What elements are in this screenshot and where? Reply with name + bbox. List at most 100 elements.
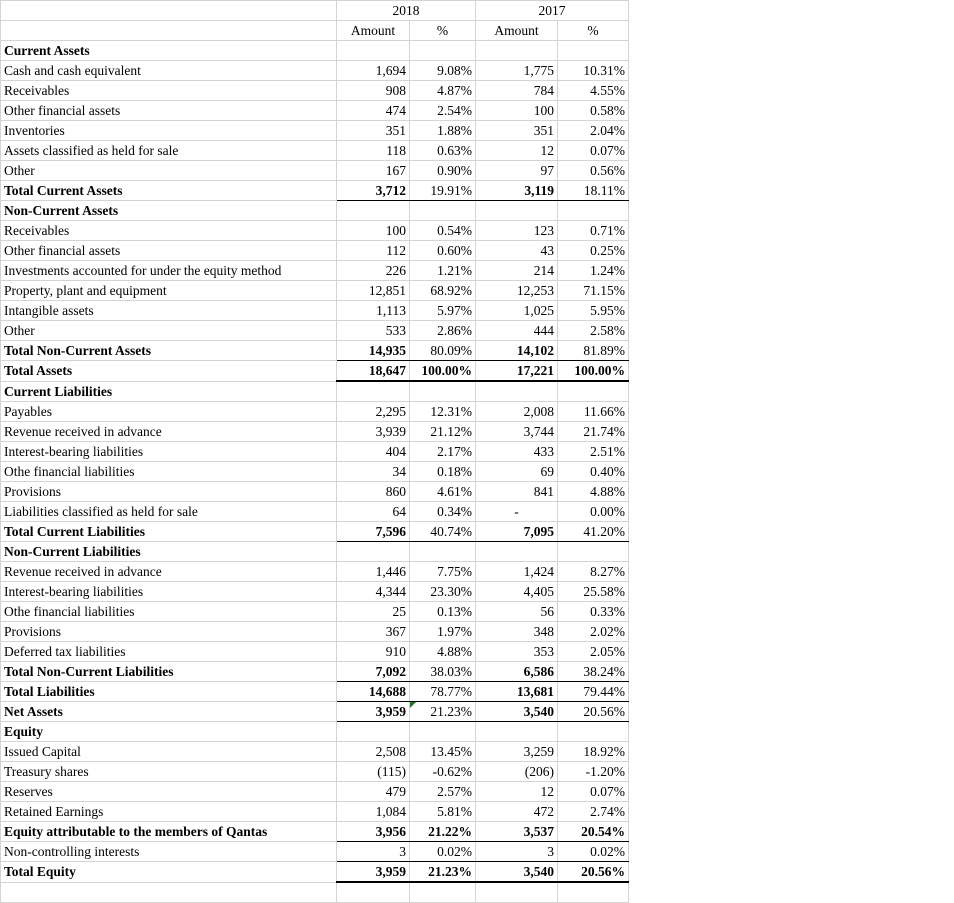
amount-2018[interactable]: 351 (336, 120, 410, 141)
pct-2017[interactable]: 25.58% (557, 581, 629, 602)
cell-blank[interactable] (336, 541, 410, 562)
pct-2017[interactable]: 0.58% (557, 100, 629, 121)
cell-blank[interactable] (409, 721, 476, 742)
amount-2018[interactable]: 226 (336, 260, 410, 281)
cell-blank[interactable] (336, 380, 410, 402)
pct-2018[interactable]: 5.97% (409, 300, 476, 321)
total-amount-2017[interactable]: 14,102 (475, 340, 558, 361)
section-title-non-current-liabilities[interactable]: Non-Current Liabilities (0, 541, 337, 562)
total-amount-2017[interactable]: 13,681 (475, 681, 558, 702)
amount-2018[interactable]: 479 (336, 781, 410, 802)
amount-2017[interactable]: 1,424 (475, 561, 558, 582)
pct-2018[interactable]: 13.45% (409, 741, 476, 762)
total-amount-2018[interactable]: 3,956 (336, 821, 410, 842)
total-amount-2017[interactable]: 7,095 (475, 521, 558, 542)
amount-2018[interactable]: 118 (336, 140, 410, 161)
amount-2018[interactable]: 25 (336, 601, 410, 622)
pct-2017[interactable]: 0.25% (557, 240, 629, 261)
pct-2018[interactable]: 0.34% (409, 501, 476, 522)
row-label[interactable]: Payables (0, 401, 337, 422)
cell-blank[interactable] (409, 541, 476, 562)
total-amount-2018[interactable]: 7,596 (336, 521, 410, 542)
pct-2017[interactable]: 0.56% (557, 160, 629, 181)
pct-2018[interactable]: 0.02% (409, 841, 476, 862)
pct-2018[interactable]: 0.90% (409, 160, 476, 181)
row-label[interactable]: Revenue received in advance (0, 561, 337, 582)
pct-2017[interactable]: 2.58% (557, 320, 629, 341)
total-pct-2017[interactable]: 20.56% (557, 861, 629, 883)
amount-2018[interactable]: 1,084 (336, 801, 410, 822)
total-label[interactable]: Total Assets (0, 360, 337, 382)
amount-2018[interactable]: 860 (336, 481, 410, 502)
net-assets-amount-2018[interactable]: 3,959 (336, 701, 410, 722)
cell-blank[interactable] (475, 541, 558, 562)
row-label[interactable]: Othe financial liabilities (0, 601, 337, 622)
total-pct-2018[interactable]: 21.22% (409, 821, 476, 842)
amount-2018-header[interactable]: Amount (336, 20, 410, 41)
total-pct-2017[interactable]: 79.44% (557, 681, 629, 702)
amount-2017[interactable]: 1,775 (475, 60, 558, 81)
amount-2018[interactable]: 908 (336, 80, 410, 101)
pct-2018[interactable]: 1.88% (409, 120, 476, 141)
total-pct-2017[interactable]: 20.54% (557, 821, 629, 842)
cell-blank[interactable] (409, 40, 476, 61)
row-label[interactable]: Interest-bearing liabilities (0, 581, 337, 602)
pct-2018[interactable]: 2.86% (409, 320, 476, 341)
total-amount-2018[interactable]: 7,092 (336, 661, 410, 682)
amount-2018[interactable]: 4,344 (336, 581, 410, 602)
net-assets-amount-2017[interactable]: 3,540 (475, 701, 558, 722)
total-pct-2017[interactable]: 41.20% (557, 521, 629, 542)
pct-2018[interactable]: 4.87% (409, 80, 476, 101)
section-title-equity[interactable]: Equity (0, 721, 337, 742)
row-label[interactable]: Non-controlling interests (0, 841, 337, 862)
total-amount-2017[interactable]: 3,537 (475, 821, 558, 842)
cell-blank[interactable] (557, 881, 629, 903)
cell-blank[interactable] (0, 881, 337, 903)
row-label[interactable]: Provisions (0, 621, 337, 642)
cell-blank[interactable] (475, 380, 558, 402)
row-label[interactable]: Issued Capital (0, 741, 337, 762)
total-label[interactable]: Total Current Liabilities (0, 521, 337, 542)
amount-2018[interactable]: 533 (336, 320, 410, 341)
row-label[interactable]: Other (0, 320, 337, 341)
pct-2018[interactable]: 4.88% (409, 641, 476, 662)
year-2018-header[interactable]: 2018 (336, 0, 476, 21)
row-label[interactable]: Cash and cash equivalent (0, 60, 337, 81)
pct-2017[interactable]: 5.95% (557, 300, 629, 321)
row-label[interactable]: Retained Earnings (0, 801, 337, 822)
amount-2017[interactable]: 214 (475, 260, 558, 281)
total-pct-2018[interactable]: 21.23% (409, 861, 476, 883)
amount-2017[interactable]: (206) (475, 761, 558, 782)
pct-2018[interactable]: 5.81% (409, 801, 476, 822)
cell-blank[interactable] (475, 721, 558, 742)
amount-2017[interactable]: 12,253 (475, 280, 558, 301)
amount-2017[interactable]: 444 (475, 320, 558, 341)
total-amount-2017[interactable]: 6,586 (475, 661, 558, 682)
row-label[interactable]: Treasury shares (0, 761, 337, 782)
amount-2018[interactable]: 404 (336, 441, 410, 462)
amount-2017-header[interactable]: Amount (475, 20, 558, 41)
pct-2017[interactable]: 0.40% (557, 461, 629, 482)
section-title-non-current-assets[interactable]: Non-Current Assets (0, 200, 337, 221)
amount-2017[interactable]: 100 (475, 100, 558, 121)
row-label[interactable]: Other financial assets (0, 100, 337, 121)
cell-blank[interactable] (557, 40, 629, 61)
row-label[interactable]: Receivables (0, 220, 337, 241)
total-pct-2017[interactable]: 100.00% (557, 360, 629, 382)
amount-2018[interactable]: 2,508 (336, 741, 410, 762)
pct-2018[interactable]: 0.18% (409, 461, 476, 482)
pct-2017[interactable]: 0.07% (557, 140, 629, 161)
pct-2017[interactable]: 10.31% (557, 60, 629, 81)
section-title-current-assets[interactable]: Current Assets (0, 40, 337, 61)
amount-2018[interactable]: 367 (336, 621, 410, 642)
amount-2017[interactable]: 841 (475, 481, 558, 502)
total-pct-2018[interactable]: 38.03% (409, 661, 476, 682)
amount-2017[interactable]: 433 (475, 441, 558, 462)
row-label[interactable]: Investments accounted for under the equi… (0, 260, 337, 281)
pct-2018[interactable]: 2.57% (409, 781, 476, 802)
pct-2018[interactable]: 2.17% (409, 441, 476, 462)
row-label[interactable]: Revenue received in advance (0, 421, 337, 442)
row-label[interactable]: Other financial assets (0, 240, 337, 261)
row-label[interactable]: Intangible assets (0, 300, 337, 321)
pct-2017[interactable]: -1.20% (557, 761, 629, 782)
